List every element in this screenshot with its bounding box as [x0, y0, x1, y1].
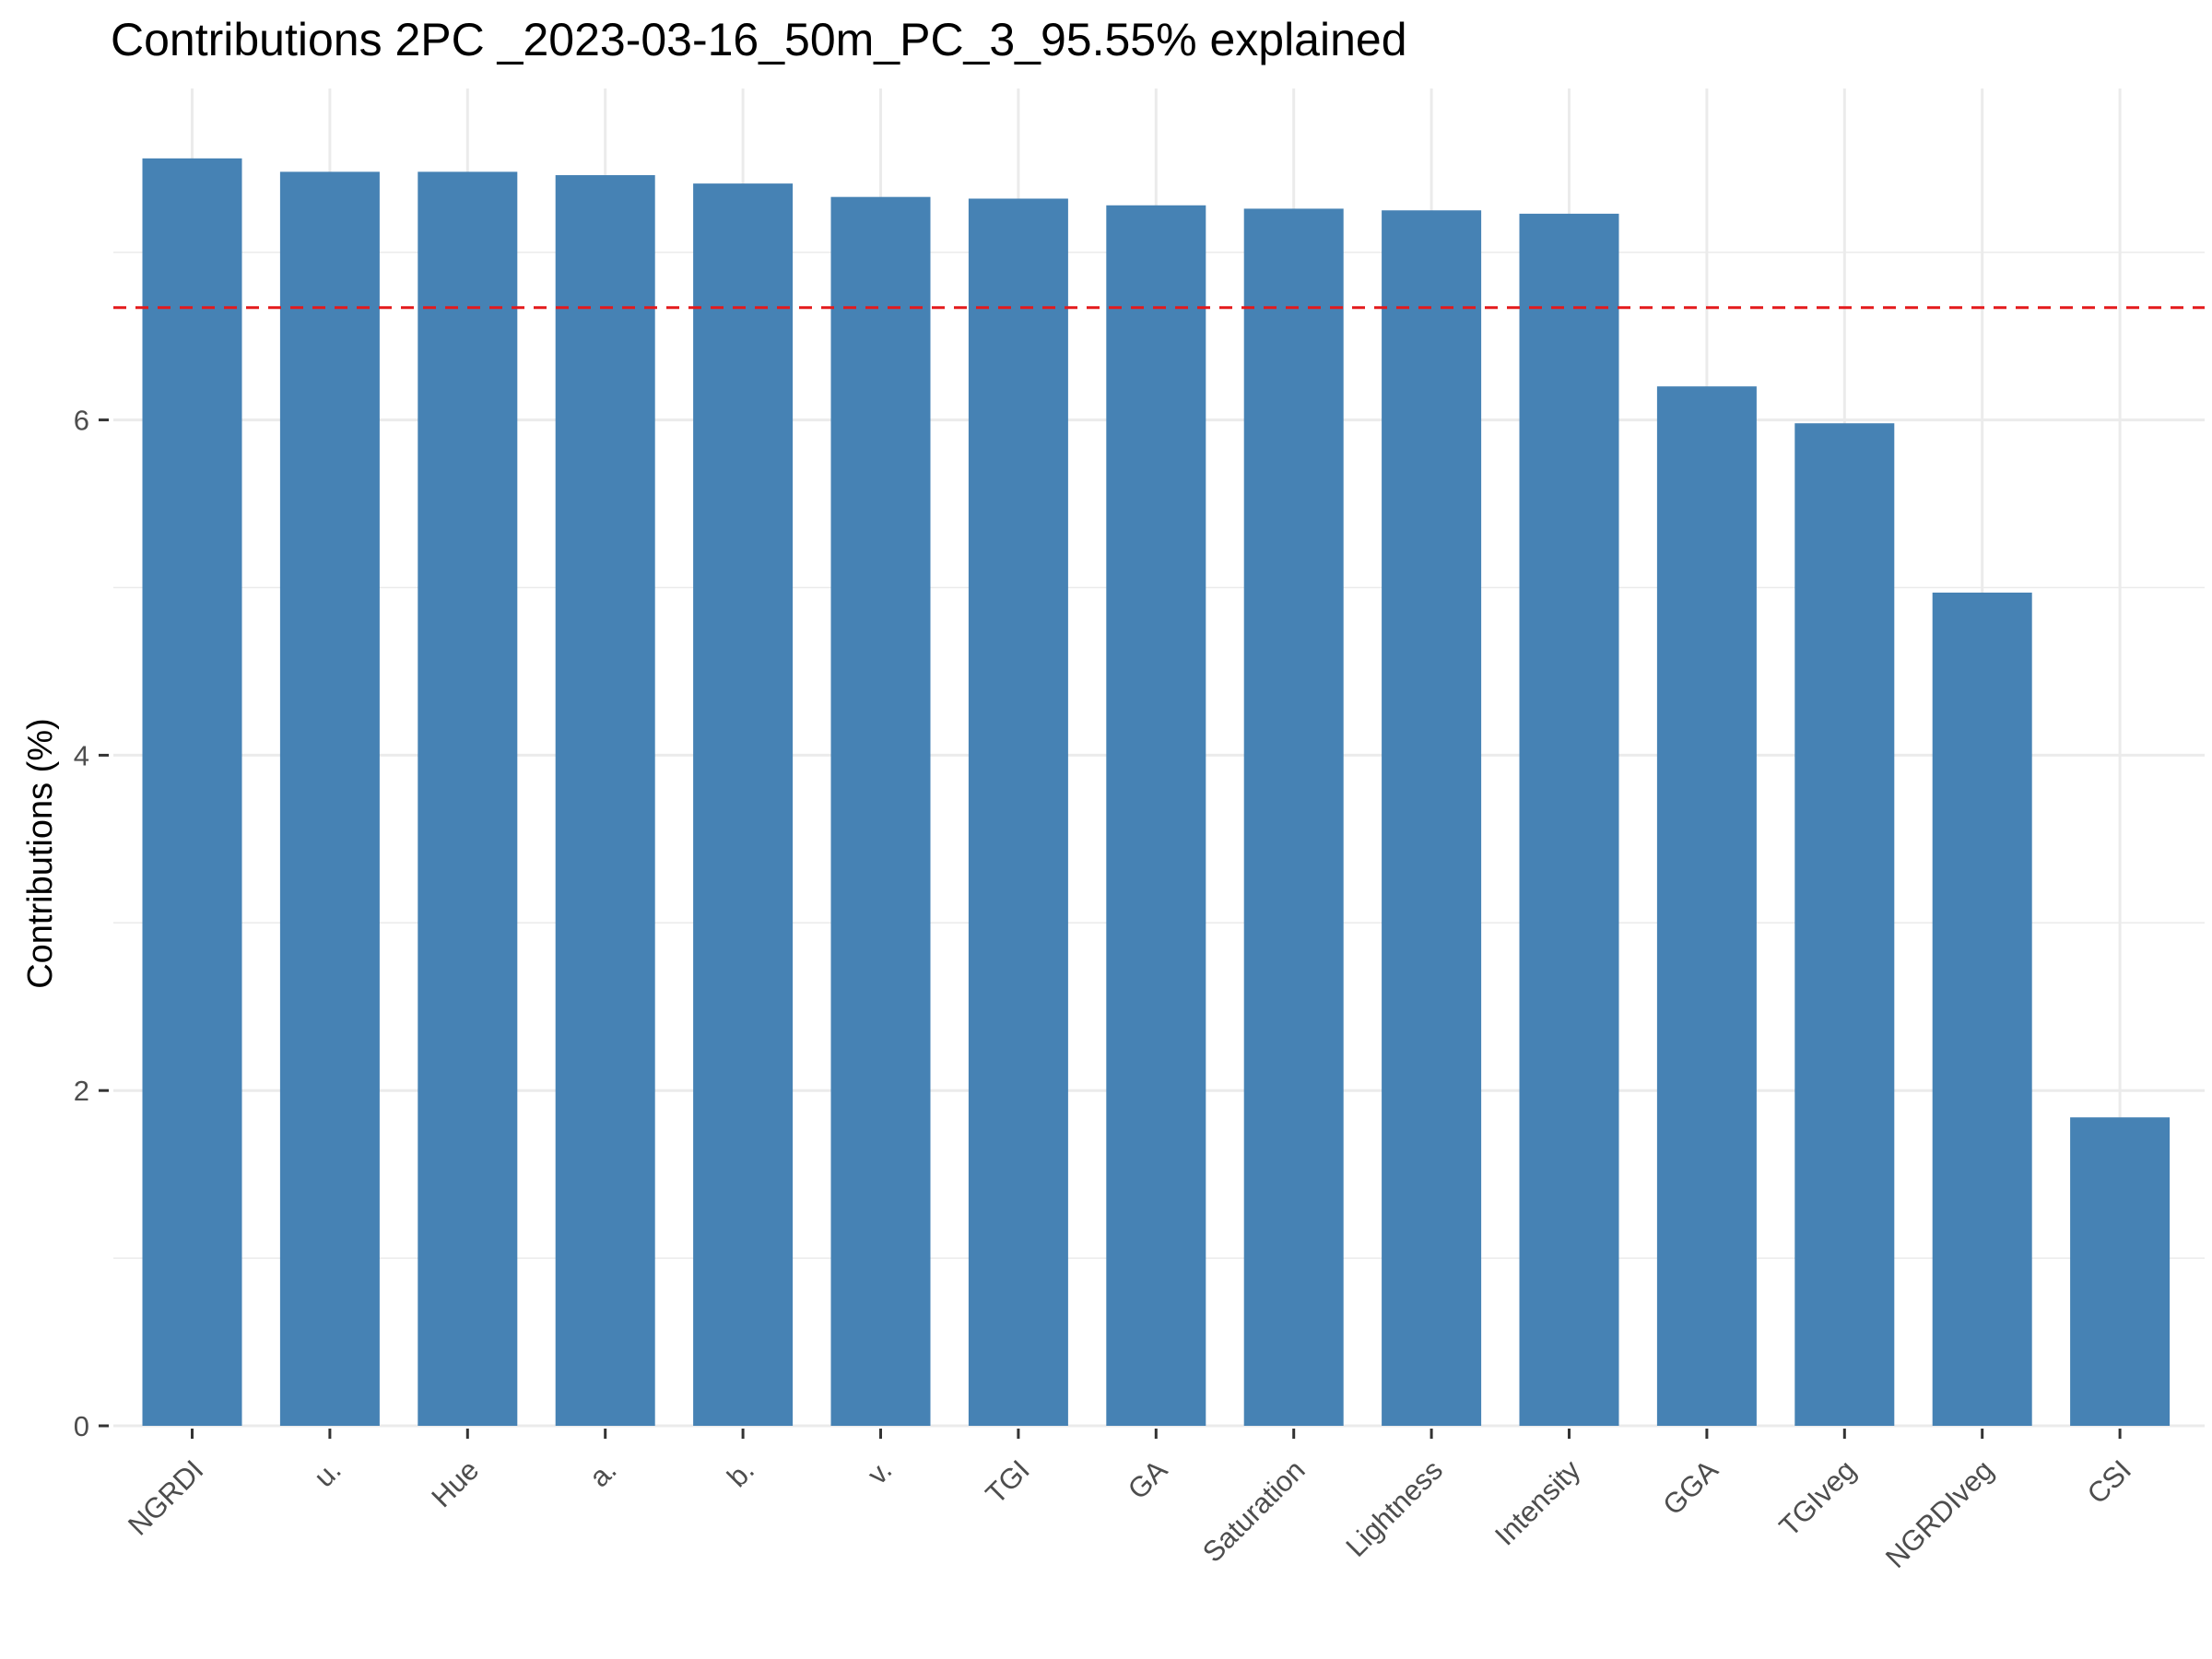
- y-tick-label: 6: [74, 405, 89, 437]
- bar-v: [830, 196, 931, 1427]
- bar-b: [693, 183, 794, 1427]
- y-tick-label: 0: [74, 1410, 89, 1442]
- bars: [142, 158, 2171, 1427]
- bar-u: [279, 171, 380, 1426]
- bar-tgiveg: [1794, 423, 1895, 1426]
- bar-gga: [1656, 386, 1757, 1427]
- bar-tgi: [968, 198, 1068, 1427]
- bar-saturation: [1243, 208, 1344, 1427]
- bar-lightness: [1382, 210, 1482, 1427]
- y-axis-label: Contributions (%): [21, 718, 60, 989]
- bar-a: [555, 175, 655, 1427]
- chart-title: Contributions 2PC _2023-03-16_50m_PC_3_9…: [111, 14, 1407, 65]
- bar-ngrdiveg: [1932, 592, 2032, 1426]
- y-axis-ticks: 0 2 4 6: [74, 405, 109, 1442]
- bar-ga: [1106, 205, 1206, 1426]
- bar-ngrdi: [142, 158, 242, 1426]
- bar-csi: [2070, 1117, 2171, 1426]
- bar-hue: [418, 171, 518, 1426]
- bar-intensity: [1519, 213, 1619, 1426]
- y-tick-label: 2: [74, 1075, 89, 1107]
- y-tick-label: 4: [74, 739, 89, 771]
